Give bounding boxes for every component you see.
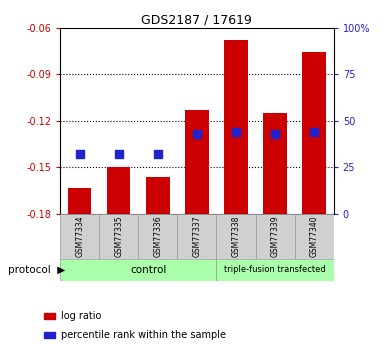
Text: triple-fusion transfected: triple-fusion transfected: [224, 265, 326, 275]
Title: GDS2187 / 17619: GDS2187 / 17619: [142, 13, 252, 27]
Bar: [99, 214, 138, 259]
Bar: [107, 167, 130, 214]
Text: percentile rank within the sample: percentile rank within the sample: [61, 330, 226, 339]
Bar: [44, 313, 55, 319]
Bar: [302, 52, 326, 214]
Bar: [256, 214, 294, 259]
Bar: [177, 214, 217, 259]
Text: GSM77338: GSM77338: [232, 216, 241, 257]
Point: [233, 129, 239, 135]
Bar: [60, 259, 217, 281]
Bar: [44, 332, 55, 338]
Bar: [217, 259, 334, 281]
Text: control: control: [130, 265, 166, 275]
Point: [272, 131, 278, 137]
Bar: [138, 214, 177, 259]
Text: protocol  ▶: protocol ▶: [8, 265, 65, 275]
Text: GSM77336: GSM77336: [153, 216, 162, 257]
Bar: [60, 214, 99, 259]
Point: [76, 151, 83, 157]
Bar: [146, 177, 170, 214]
Point: [116, 151, 122, 157]
Text: GSM77340: GSM77340: [310, 216, 319, 257]
Bar: [263, 113, 287, 214]
Text: GSM77337: GSM77337: [192, 216, 201, 257]
Bar: [224, 40, 248, 214]
Bar: [185, 110, 209, 214]
Text: log ratio: log ratio: [61, 311, 102, 321]
Point: [155, 151, 161, 157]
Bar: [68, 188, 92, 214]
Point: [194, 131, 200, 137]
Point: [311, 129, 317, 135]
Bar: [294, 214, 334, 259]
Bar: [217, 214, 256, 259]
Text: GSM77339: GSM77339: [270, 216, 280, 257]
Text: GSM77334: GSM77334: [75, 216, 84, 257]
Text: GSM77335: GSM77335: [114, 216, 123, 257]
